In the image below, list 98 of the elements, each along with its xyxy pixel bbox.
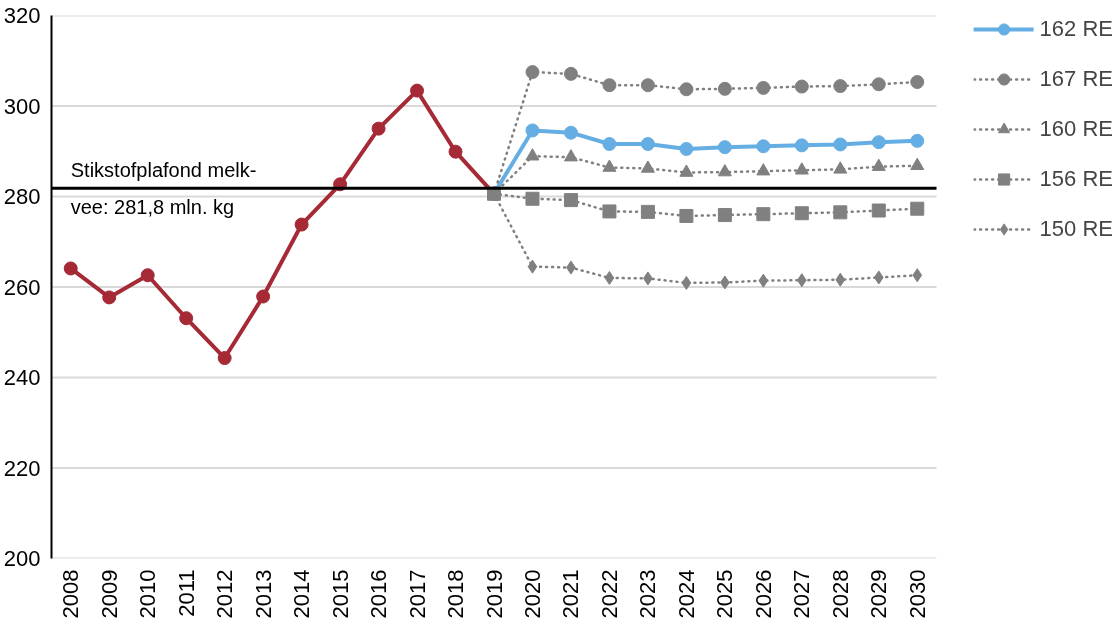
x-tick-label: 2013 — [250, 569, 276, 619]
point — [525, 65, 540, 80]
point — [717, 140, 732, 155]
x-tick-label: 2027 — [789, 569, 815, 619]
x-tick-label: 2030 — [904, 569, 930, 619]
point — [717, 81, 732, 96]
point — [140, 268, 155, 283]
point — [679, 82, 694, 97]
point — [602, 137, 617, 151]
point — [640, 204, 655, 219]
point — [410, 83, 425, 98]
point — [371, 121, 386, 136]
point — [681, 275, 692, 290]
x-tick-label: 2026 — [750, 569, 776, 619]
x-tick-label: 2016 — [366, 569, 392, 619]
point — [871, 158, 886, 171]
x-tick-label: 2008 — [58, 569, 84, 619]
point — [525, 191, 540, 206]
legend-label: 156 RE — [1039, 166, 1113, 192]
point — [833, 205, 848, 220]
x-tick-label: 2018 — [443, 569, 469, 619]
point — [833, 137, 848, 152]
ref-line-label: Stikstofplafond melk- vee: 281,8 mln. kg — [70, 158, 257, 219]
point — [871, 135, 886, 150]
point — [873, 270, 884, 285]
point — [640, 78, 655, 93]
legend-label: 150 RE — [1039, 216, 1113, 242]
x-tick-label: 2021 — [558, 569, 584, 619]
x-tick-label: 2015 — [327, 569, 353, 619]
x-tick-label: 2023 — [635, 569, 661, 619]
y-tick-label: 240 — [3, 365, 41, 390]
point — [679, 142, 694, 156]
point — [563, 66, 578, 81]
point — [604, 270, 615, 285]
legend-label: 167 RE — [1039, 66, 1113, 92]
point — [563, 149, 578, 162]
point — [602, 159, 617, 172]
point — [717, 208, 732, 223]
point — [63, 261, 78, 276]
point — [910, 201, 925, 216]
point — [833, 161, 848, 174]
point — [910, 133, 925, 148]
point — [756, 80, 771, 95]
point — [758, 273, 769, 288]
x-tick-label: 2017 — [404, 569, 430, 619]
y-tick-label: 220 — [3, 455, 41, 481]
y-tick-label: 280 — [3, 184, 41, 209]
point — [796, 273, 807, 288]
legend-label: 162 RE — [1039, 16, 1113, 42]
x-tick-label: 2028 — [827, 569, 853, 619]
point — [833, 79, 848, 94]
point — [794, 162, 809, 175]
y-tick-label: 200 — [3, 546, 41, 571]
point — [640, 160, 655, 173]
point — [835, 272, 846, 287]
y-tick-label: 320 — [3, 3, 41, 28]
point — [602, 78, 617, 93]
point — [756, 139, 771, 154]
point — [563, 125, 578, 140]
x-tick-label: 2025 — [712, 569, 738, 619]
point — [871, 77, 886, 92]
x-tick-label: 2029 — [866, 569, 892, 619]
point — [912, 268, 923, 283]
x-tick-label: 2020 — [519, 569, 545, 619]
x-tick-label: 2022 — [596, 569, 622, 619]
point — [640, 137, 655, 151]
x-tick-label: 2012 — [212, 569, 238, 619]
y-tick-label: 260 — [3, 274, 41, 300]
point — [448, 144, 463, 159]
legend-label: 160 RE — [1039, 116, 1113, 142]
point — [563, 193, 578, 208]
point — [256, 289, 271, 304]
point — [179, 311, 194, 326]
point — [756, 163, 771, 176]
point — [102, 290, 117, 305]
y-tick-label: 300 — [3, 93, 41, 119]
point — [602, 204, 617, 219]
x-tick-label: 2009 — [96, 569, 122, 619]
x-tick-label: 2011 — [173, 569, 199, 617]
x-tick-label: 2014 — [289, 569, 315, 619]
point — [756, 207, 771, 222]
x-tick-label: 2024 — [673, 569, 699, 619]
point — [910, 157, 925, 170]
point — [910, 75, 925, 89]
point — [217, 351, 232, 366]
x-tick-label: 2010 — [135, 569, 161, 619]
point — [794, 79, 809, 94]
point — [525, 123, 540, 138]
point — [871, 203, 886, 218]
point — [679, 208, 694, 223]
point — [294, 217, 309, 232]
point — [527, 259, 538, 274]
x-tick-label: 2019 — [481, 569, 507, 619]
point — [794, 206, 809, 221]
point — [794, 138, 809, 153]
point — [525, 148, 540, 161]
point — [717, 164, 732, 177]
point — [679, 164, 694, 177]
